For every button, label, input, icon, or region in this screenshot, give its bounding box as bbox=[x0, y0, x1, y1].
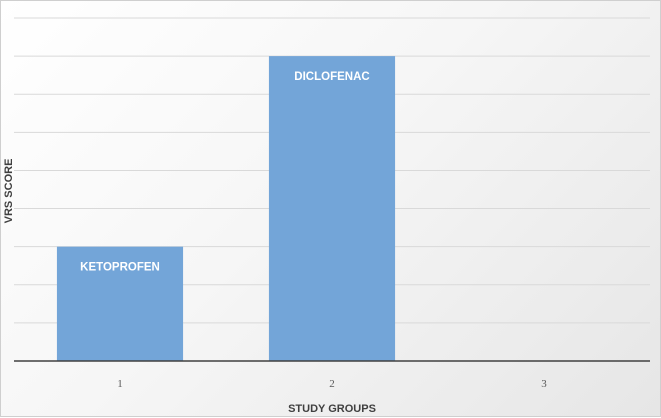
x-tick-label-1: 1 bbox=[117, 378, 123, 390]
y-axis-title: VRS SCORE bbox=[3, 159, 15, 224]
data-label-1: KETOPROFEN bbox=[80, 262, 160, 274]
data-label-2: DICLOFENAC bbox=[294, 71, 369, 83]
x-axis-title: STUDY GROUPS bbox=[288, 403, 376, 415]
data-labels: KETOPROFEN DICLOFENAC bbox=[80, 71, 370, 274]
bars bbox=[56, 56, 396, 361]
bar-2 bbox=[268, 56, 396, 361]
bar-1 bbox=[56, 246, 184, 361]
x-tick-label-2: 2 bbox=[329, 378, 335, 390]
x-tick-label-3: 3 bbox=[541, 378, 547, 390]
x-tick-labels: 1 2 3 bbox=[117, 378, 547, 390]
